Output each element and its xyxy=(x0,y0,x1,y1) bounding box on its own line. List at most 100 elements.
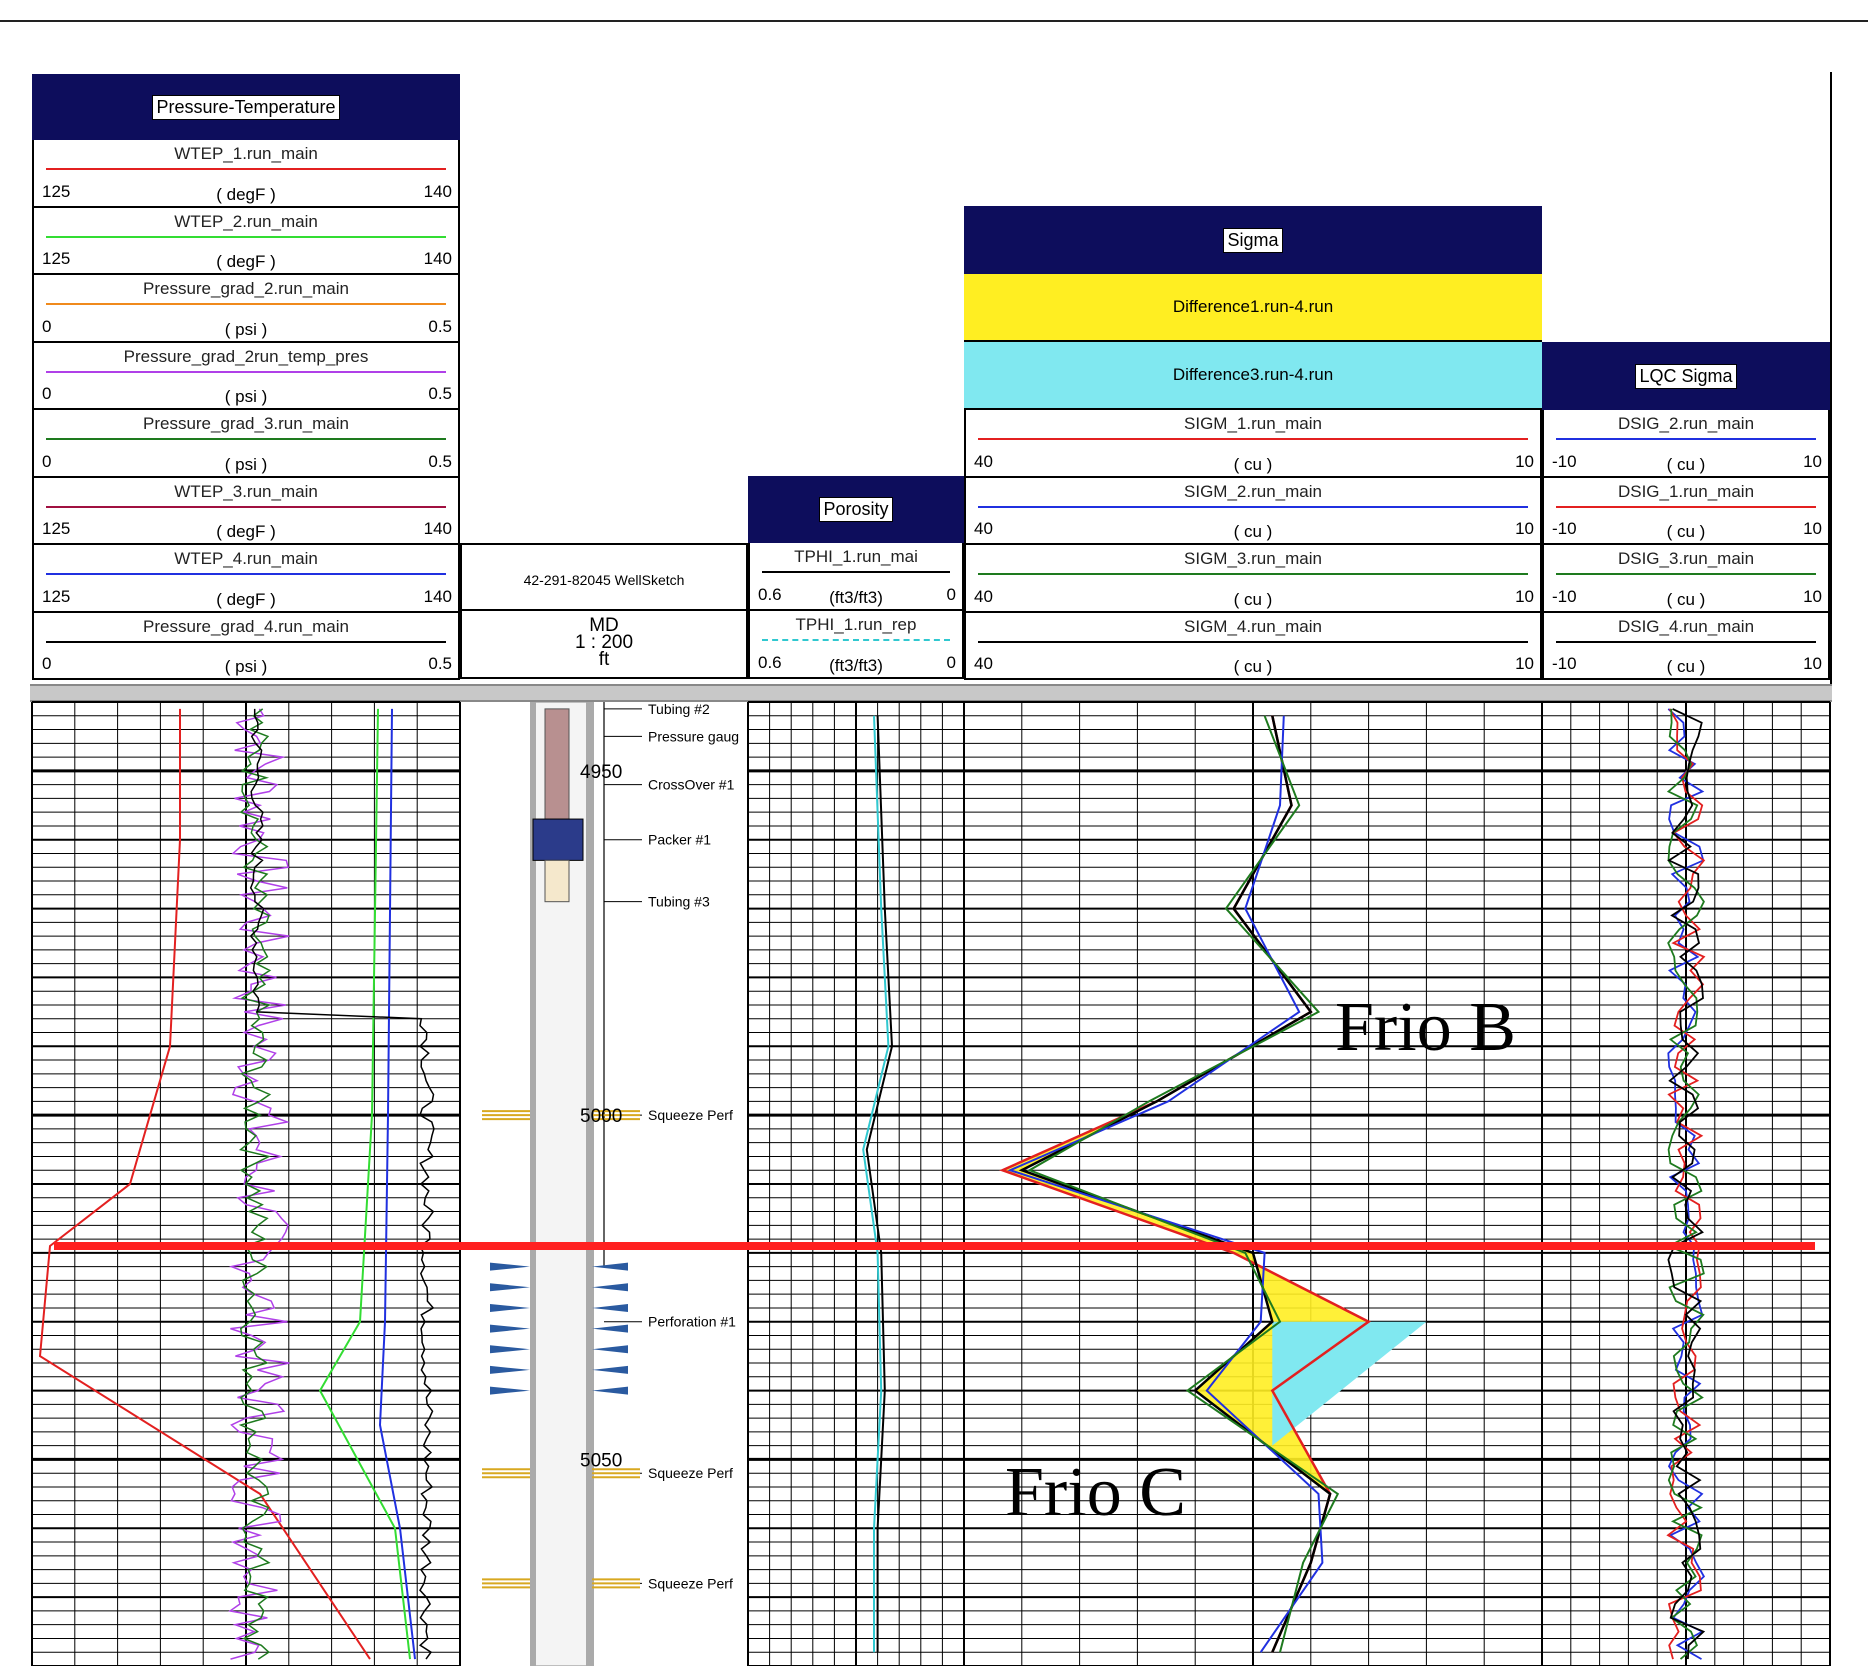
perforation-mark xyxy=(592,1324,628,1333)
pressure-gradient-curve xyxy=(228,708,291,1660)
curve-color-swatch xyxy=(46,438,446,440)
curve-unit: ( degF ) xyxy=(216,522,276,541)
curve-color-swatch xyxy=(46,303,446,305)
curve-header-row: SIGM_1.run_main 40 10 ( cu ) xyxy=(964,410,1542,478)
temperature-curve xyxy=(38,708,371,1660)
top-rule xyxy=(0,20,1868,22)
scale-max: 0 xyxy=(946,653,956,672)
scale-max: 140 xyxy=(423,519,452,538)
scale-max: 0.5 xyxy=(428,384,452,403)
curve-color-swatch xyxy=(46,573,446,575)
curve-unit: ( cu ) xyxy=(1666,454,1706,474)
curve-name: SIGM_1.run_main xyxy=(1184,414,1322,433)
curve-header-row: DSIG_1.run_main -10 10 ( cu ) xyxy=(1542,477,1830,545)
perforation-mark xyxy=(592,1345,628,1354)
curve-name: TPHI_1.run_rep xyxy=(795,615,917,634)
scale-max: 0 xyxy=(946,585,956,604)
sigma-title-label: Sigma xyxy=(1223,227,1283,253)
curve-name: WTEP_2.run_main xyxy=(174,211,318,231)
scale-max: 10 xyxy=(1515,654,1534,673)
component-label: Packer #1 xyxy=(648,832,711,848)
scale-min: 40 xyxy=(974,654,993,673)
perforation-mark xyxy=(490,1283,530,1292)
curve-color-swatch xyxy=(762,639,950,641)
depth-tick-label: 5050 xyxy=(580,1450,622,1471)
curve-header-row: WTEP_1.run_main 125 140 ( degF ) xyxy=(32,140,460,208)
scale-min: 125 xyxy=(42,586,71,606)
curve-name: Pressure_grad_3.run_main xyxy=(142,414,349,433)
depth-tick-label: 4950 xyxy=(580,762,622,783)
scale-min: 125 xyxy=(42,249,71,268)
curve-color-swatch xyxy=(46,370,446,373)
scale-min: 0 xyxy=(42,316,52,336)
depth-scale-header: MD 1 : 200 ft xyxy=(460,611,748,679)
curve-name: DSIG_2.run_main xyxy=(1617,414,1755,433)
curve-header-row: WTEP_3.run_main 125 140 ( degF ) xyxy=(32,477,460,545)
difference3-label: Difference3.run-4.run xyxy=(1172,365,1334,384)
depth-tick-label: 5000 xyxy=(580,1106,622,1127)
curve-unit: (ft3/ft3) xyxy=(829,656,883,675)
pt-track-title: Pressure-Temperature xyxy=(32,74,460,140)
curve-color-swatch xyxy=(978,505,1528,508)
scale-max: 0.5 xyxy=(428,654,452,673)
perforation-mark xyxy=(592,1262,628,1271)
curve-color-swatch xyxy=(1556,640,1816,643)
wellsketch-id: 42-291-82045 WellSketch xyxy=(523,572,685,588)
curve-color-swatch xyxy=(46,168,446,170)
casing-wall xyxy=(586,702,594,1666)
scale-min: -10 xyxy=(1552,586,1577,606)
curve-unit: ( degF ) xyxy=(216,589,276,609)
curve-name: Pressure_grad_2run_temp_pres xyxy=(123,346,369,366)
scale-max: 0.5 xyxy=(428,316,452,336)
curve-name: Pressure_grad_4.run_main xyxy=(142,616,349,636)
scale-max: 10 xyxy=(1803,519,1822,538)
curve-header-row: Pressure_grad_2.run_main 0 0.5 ( psi ) xyxy=(32,275,460,343)
scale-min: 40 xyxy=(974,586,993,606)
curve-color-swatch xyxy=(1556,505,1816,508)
wellsketch-header: 42-291-82045 WellSketch xyxy=(460,543,748,611)
curve-header-row: DSIG_3.run_main -10 10 ( cu ) xyxy=(1542,545,1830,613)
curve-unit: ( psi ) xyxy=(224,387,268,406)
curve-header-row: Pressure_grad_2run_temp_pres 0 0.5 ( psi ) xyxy=(32,342,460,410)
depth-unit: ft xyxy=(598,649,610,670)
packer-shape xyxy=(532,818,584,861)
perforation-mark xyxy=(490,1303,530,1312)
scale-min: 40 xyxy=(974,519,993,538)
curve-header-row: DSIG_2.run_main -10 10 ( cu ) xyxy=(1542,410,1830,478)
scale-min: -10 xyxy=(1552,519,1577,538)
scale-max: 10 xyxy=(1515,519,1534,538)
curve-name: SIGM_3.run_main xyxy=(1184,549,1322,568)
component-label: Pressure gaug xyxy=(648,728,739,744)
curve-unit: ( degF ) xyxy=(216,252,276,271)
pressure-gradient-curve xyxy=(249,708,435,1660)
component-label: CrossOver #1 xyxy=(648,777,735,793)
curve-unit: ( psi ) xyxy=(224,657,268,676)
scale-min: 0 xyxy=(42,451,52,471)
sigma-track-title: Sigma xyxy=(964,206,1542,274)
scale-min: 125 xyxy=(42,519,71,538)
lqc-curve xyxy=(1666,708,1705,1660)
scale-min: -10 xyxy=(1552,654,1577,673)
pressure-gradient-curve xyxy=(238,708,272,1660)
lqc-curve xyxy=(1666,708,1706,1660)
curve-color-swatch xyxy=(978,438,1528,440)
casing-wall xyxy=(530,702,536,1666)
porosity-curve xyxy=(865,715,894,1653)
curve-name: WTEP_1.run_main xyxy=(174,144,318,163)
component-label: Squeeze Perf xyxy=(648,1575,733,1591)
curve-name: DSIG_4.run_main xyxy=(1617,616,1755,636)
component-label: Tubing #2 xyxy=(648,701,710,717)
scale-min: 125 xyxy=(42,181,71,201)
curve-name: WTEP_3.run_main xyxy=(174,481,318,501)
perforation-mark xyxy=(490,1262,530,1271)
temperature-curve xyxy=(318,708,411,1660)
lqc-curve xyxy=(1667,708,1706,1660)
curve-color-swatch xyxy=(1556,573,1816,575)
scale-max: 140 xyxy=(423,586,452,606)
frame-border xyxy=(1830,72,1832,692)
curve-unit: ( cu ) xyxy=(1233,454,1273,474)
porosity-track-title: Porosity xyxy=(748,476,964,543)
component-label: Perforation #1 xyxy=(648,1314,736,1330)
curve-name: DSIG_3.run_main xyxy=(1617,549,1755,568)
